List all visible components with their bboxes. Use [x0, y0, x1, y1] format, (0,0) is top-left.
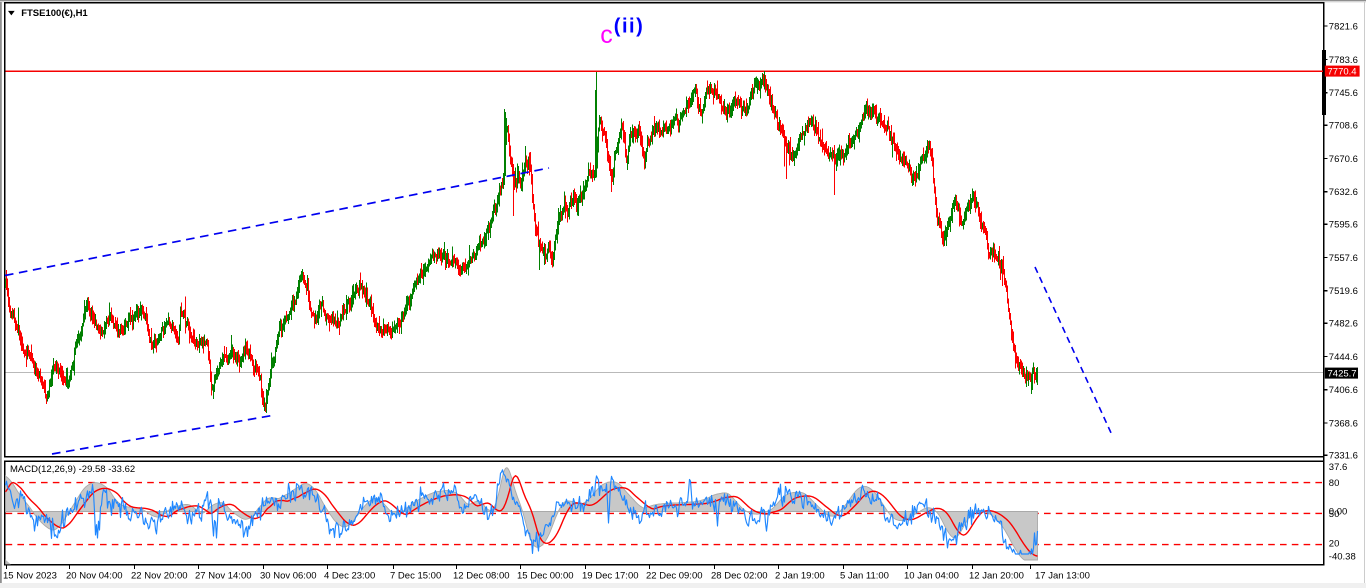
svg-text:22 Nov 20:00: 22 Nov 20:00 — [131, 570, 188, 581]
svg-text:10 Jan 04:00: 10 Jan 04:00 — [904, 570, 959, 581]
svg-text:27 Nov 14:00: 27 Nov 14:00 — [195, 570, 252, 581]
svg-text:FTSE100(€),H1: FTSE100(€),H1 — [21, 8, 88, 19]
svg-text:17 Jan 13:00: 17 Jan 13:00 — [1035, 570, 1090, 581]
svg-text:7368.6: 7368.6 — [1329, 419, 1358, 430]
svg-text:12 Jan 20:00: 12 Jan 20:00 — [969, 570, 1024, 581]
svg-text:7425.7: 7425.7 — [1328, 369, 1357, 380]
svg-text:15 Dec 00:00: 15 Dec 00:00 — [517, 570, 574, 581]
svg-text:30 Nov 06:00: 30 Nov 06:00 — [260, 570, 317, 581]
svg-text:7 Dec 15:00: 7 Dec 15:00 — [390, 570, 441, 581]
svg-text:5 Jan 11:00: 5 Jan 11:00 — [840, 570, 889, 581]
svg-text:7632.6: 7632.6 — [1329, 187, 1358, 198]
svg-text:7821.6: 7821.6 — [1329, 22, 1358, 33]
svg-text:7770.4: 7770.4 — [1328, 67, 1357, 78]
svg-text:7783.6: 7783.6 — [1329, 55, 1358, 66]
svg-text:7331.6: 7331.6 — [1329, 451, 1358, 462]
svg-text:28 Dec 02:00: 28 Dec 02:00 — [711, 570, 768, 581]
svg-text:MACD(12,26,9) -29.58 -33.62: MACD(12,26,9) -29.58 -33.62 — [10, 464, 135, 475]
svg-text:7406.6: 7406.6 — [1329, 385, 1358, 396]
svg-text:(ii): (ii) — [614, 16, 644, 38]
svg-text:7595.6: 7595.6 — [1329, 220, 1358, 231]
svg-text:c: c — [600, 21, 613, 49]
svg-text:2 Jan 19:00: 2 Jan 19:00 — [775, 570, 825, 581]
svg-text:7519.6: 7519.6 — [1329, 286, 1358, 297]
svg-text:50: 50 — [1329, 509, 1340, 520]
svg-text:0.00: 0.00 — [1329, 507, 1348, 518]
svg-text:12 Dec 08:00: 12 Dec 08:00 — [453, 570, 510, 581]
svg-text:15 Nov 2023: 15 Nov 2023 — [3, 570, 57, 581]
svg-text:80: 80 — [1329, 478, 1340, 489]
svg-text:19 Dec 17:00: 19 Dec 17:00 — [582, 570, 639, 581]
svg-text:-40.38: -40.38 — [1329, 551, 1356, 562]
svg-text:37.6: 37.6 — [1329, 462, 1348, 473]
svg-text:7557.6: 7557.6 — [1329, 253, 1358, 264]
svg-text:20 Nov 04:00: 20 Nov 04:00 — [66, 570, 123, 581]
svg-text:20: 20 — [1329, 538, 1340, 549]
svg-text:7708.6: 7708.6 — [1329, 121, 1358, 132]
svg-text:7444.6: 7444.6 — [1329, 352, 1358, 363]
svg-text:7745.6: 7745.6 — [1329, 88, 1358, 99]
svg-text:7482.6: 7482.6 — [1329, 319, 1358, 330]
svg-text:22 Dec 09:00: 22 Dec 09:00 — [646, 570, 703, 581]
svg-text:4 Dec 23:00: 4 Dec 23:00 — [324, 570, 375, 581]
svg-text:7670.6: 7670.6 — [1329, 154, 1358, 165]
